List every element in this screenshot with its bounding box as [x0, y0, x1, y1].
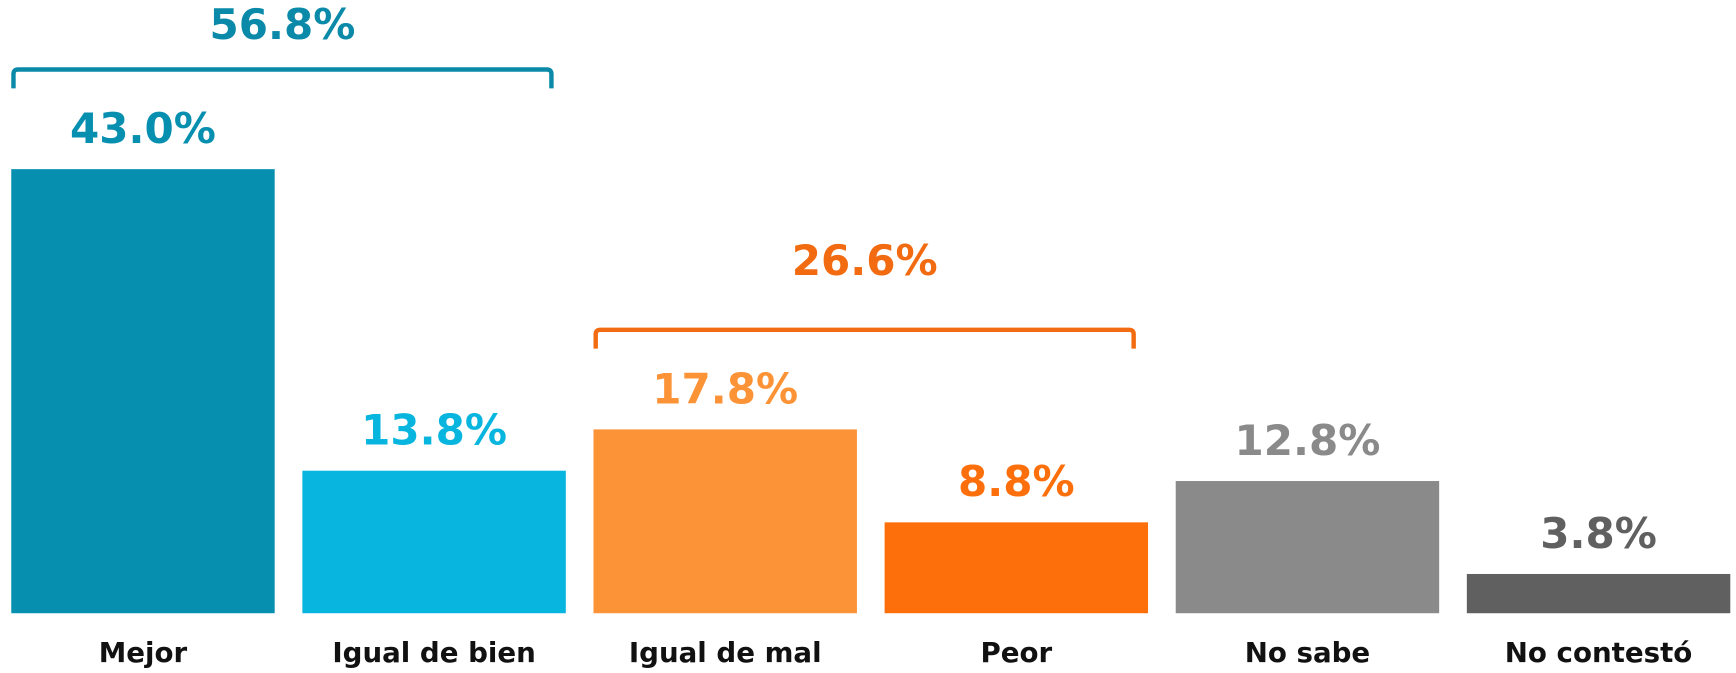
x-tick-label: Mejor: [99, 636, 188, 669]
bar: [11, 169, 275, 614]
x-tick-label: No sabe: [1245, 636, 1370, 669]
x-tick-label: No contestó: [1505, 636, 1693, 669]
bracket: [11, 67, 554, 89]
bar: [884, 522, 1149, 614]
value-label: 13.8%: [361, 406, 507, 455]
x-tick-label: Igual de bien: [332, 636, 535, 669]
annotation-label: 56.8%: [210, 0, 356, 49]
bar: [302, 470, 566, 614]
value-label: 12.8%: [1235, 416, 1381, 465]
bar: [1466, 573, 1731, 614]
value-label: 17.8%: [652, 364, 798, 413]
value-label: 43.0%: [70, 104, 216, 153]
x-tick-label: Peor: [980, 636, 1052, 669]
x-tick-label: Igual de mal: [629, 636, 822, 669]
bar: [593, 429, 857, 614]
annotation-label: 26.6%: [792, 236, 938, 285]
bracket: [593, 327, 1136, 349]
bar: [1175, 481, 1440, 614]
value-label: 3.8%: [1540, 509, 1657, 558]
value-label: 8.8%: [958, 457, 1075, 506]
